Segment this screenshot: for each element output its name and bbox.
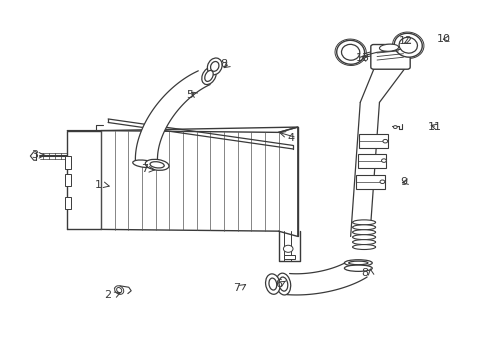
Ellipse shape bbox=[276, 273, 291, 295]
Ellipse shape bbox=[266, 274, 280, 294]
Ellipse shape bbox=[207, 58, 222, 75]
Ellipse shape bbox=[205, 71, 213, 81]
Ellipse shape bbox=[379, 44, 399, 51]
Bar bbox=[65, 197, 71, 209]
Ellipse shape bbox=[344, 265, 372, 271]
Text: 11: 11 bbox=[428, 122, 441, 132]
Text: 7: 7 bbox=[141, 165, 147, 174]
Text: 13: 13 bbox=[356, 53, 369, 63]
Text: 6: 6 bbox=[275, 279, 282, 289]
Circle shape bbox=[383, 139, 388, 143]
Circle shape bbox=[382, 159, 386, 162]
Ellipse shape bbox=[115, 286, 124, 294]
Text: 1: 1 bbox=[95, 180, 102, 190]
FancyBboxPatch shape bbox=[371, 45, 410, 69]
Circle shape bbox=[380, 180, 385, 184]
Ellipse shape bbox=[211, 62, 219, 71]
Ellipse shape bbox=[399, 37, 417, 53]
Text: 7: 7 bbox=[233, 283, 241, 293]
Text: 9: 9 bbox=[400, 177, 407, 187]
Circle shape bbox=[283, 245, 293, 252]
Ellipse shape bbox=[269, 278, 277, 290]
Ellipse shape bbox=[353, 230, 376, 235]
Bar bbox=[359, 134, 388, 148]
Bar bbox=[284, 255, 295, 259]
Ellipse shape bbox=[353, 225, 376, 230]
Ellipse shape bbox=[337, 40, 365, 64]
Text: 2: 2 bbox=[104, 290, 112, 300]
Text: 10: 10 bbox=[437, 34, 451, 44]
Bar bbox=[65, 174, 71, 186]
Ellipse shape bbox=[394, 33, 422, 57]
Ellipse shape bbox=[133, 160, 155, 167]
Ellipse shape bbox=[202, 67, 216, 85]
Ellipse shape bbox=[150, 162, 164, 168]
Polygon shape bbox=[135, 71, 210, 163]
Ellipse shape bbox=[353, 244, 376, 249]
Text: 12: 12 bbox=[399, 36, 413, 46]
Ellipse shape bbox=[353, 240, 376, 244]
Ellipse shape bbox=[353, 235, 376, 240]
Bar bbox=[65, 156, 71, 169]
Ellipse shape bbox=[342, 44, 360, 60]
Ellipse shape bbox=[117, 288, 122, 293]
Bar bbox=[356, 175, 385, 189]
Ellipse shape bbox=[349, 261, 368, 265]
Ellipse shape bbox=[279, 277, 288, 291]
Ellipse shape bbox=[146, 159, 169, 170]
Text: 8: 8 bbox=[220, 59, 227, 68]
Text: 4: 4 bbox=[287, 133, 294, 143]
Circle shape bbox=[393, 126, 397, 129]
Text: 8: 8 bbox=[362, 269, 368, 279]
Ellipse shape bbox=[353, 220, 376, 225]
Text: 3: 3 bbox=[31, 150, 38, 160]
Bar bbox=[358, 153, 386, 168]
Text: 5: 5 bbox=[186, 90, 193, 100]
Polygon shape bbox=[287, 261, 367, 295]
Ellipse shape bbox=[344, 260, 372, 266]
